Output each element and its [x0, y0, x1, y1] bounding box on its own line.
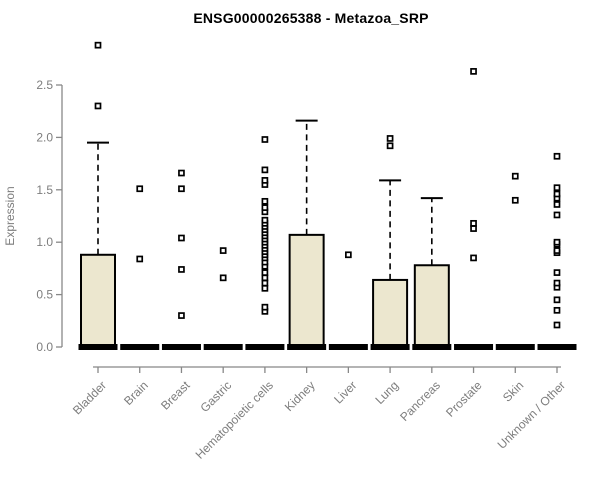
x-tick-label: Bladder	[70, 378, 109, 417]
outlier-point	[553, 184, 561, 192]
median-bar	[245, 344, 285, 350]
outlier-point	[470, 68, 477, 75]
outlier-point	[136, 255, 144, 263]
y-tick-label: 1.5	[36, 183, 53, 197]
median-bar	[495, 344, 535, 350]
x-tick-label: Pancreas	[397, 378, 443, 424]
outlier-point	[553, 247, 561, 254]
outlier-point	[553, 321, 561, 329]
box	[288, 233, 325, 348]
y-tick-label: 0.5	[36, 288, 53, 302]
x-tick-label: Prostate	[443, 378, 485, 420]
outlier-point	[219, 274, 227, 282]
median-bar	[454, 344, 494, 350]
outlier-point	[261, 197, 269, 205]
x-tick-label: Lung	[372, 378, 401, 407]
chart-title: ENSG00000265388 - Metazoa_SRP	[193, 10, 429, 26]
x-tick-label: Kidney	[282, 378, 318, 414]
median-bar	[78, 344, 118, 350]
outlier-point	[178, 185, 185, 193]
outlier-point	[261, 303, 269, 311]
median-bar	[120, 344, 160, 350]
box	[413, 264, 450, 349]
outlier-point	[261, 274, 269, 282]
box	[372, 278, 409, 349]
outlier-point	[553, 201, 561, 208]
y-tick-label: 0.0	[36, 340, 53, 354]
outlier-point	[511, 172, 519, 180]
outlier-point	[511, 196, 519, 204]
median-bar	[287, 344, 327, 350]
outlier-point	[178, 266, 185, 273]
y-tick-label: 1.0	[36, 235, 53, 249]
outlier-point	[178, 234, 185, 242]
outlier-point	[261, 204, 269, 211]
outlier-point	[178, 169, 185, 177]
x-tick-label: Skin	[500, 378, 526, 404]
outlier-point	[553, 296, 561, 304]
outlier-point	[470, 219, 477, 227]
outlier-point	[553, 238, 561, 246]
x-tick-label: Liver	[331, 378, 359, 406]
outlier-point	[553, 279, 561, 287]
outlier-point	[553, 269, 561, 276]
outlier-point	[553, 211, 561, 219]
outlier-point	[553, 306, 561, 314]
median-bar	[370, 344, 410, 350]
median-bar	[203, 344, 243, 350]
outlier-point	[94, 102, 102, 110]
outlier-point	[553, 190, 561, 198]
outlier-point	[178, 312, 185, 319]
outlier-point	[136, 185, 144, 193]
outlier-point	[94, 41, 102, 49]
outlier-point	[345, 251, 352, 259]
y-tick-label: 2.0	[36, 130, 53, 144]
outlier-point	[470, 254, 477, 262]
x-tick-label: Brain	[121, 378, 151, 408]
outlier-point	[261, 136, 269, 143]
box	[80, 253, 116, 348]
median-bar	[537, 344, 577, 350]
outlier-point	[470, 225, 477, 232]
x-tick-label: Breast	[158, 378, 193, 413]
outlier-point	[261, 279, 269, 287]
outlier-point	[261, 284, 269, 292]
outlier-point	[261, 166, 269, 174]
median-bar	[412, 344, 452, 350]
x-tick-label: Gastric	[198, 378, 235, 415]
x-tick-label: Hematopoietic cells	[193, 378, 276, 461]
outlier-point	[261, 177, 269, 184]
y-axis-title: Expression	[3, 186, 17, 245]
outlier-point	[386, 142, 394, 150]
y-tick-label: 2.5	[36, 78, 53, 92]
outlier-point	[553, 152, 561, 160]
outlier-point	[261, 216, 269, 224]
median-bar	[161, 344, 201, 350]
outlier-point	[219, 247, 227, 254]
outlier-point	[261, 269, 269, 276]
median-bar	[328, 344, 368, 350]
outlier-point	[386, 135, 394, 142]
